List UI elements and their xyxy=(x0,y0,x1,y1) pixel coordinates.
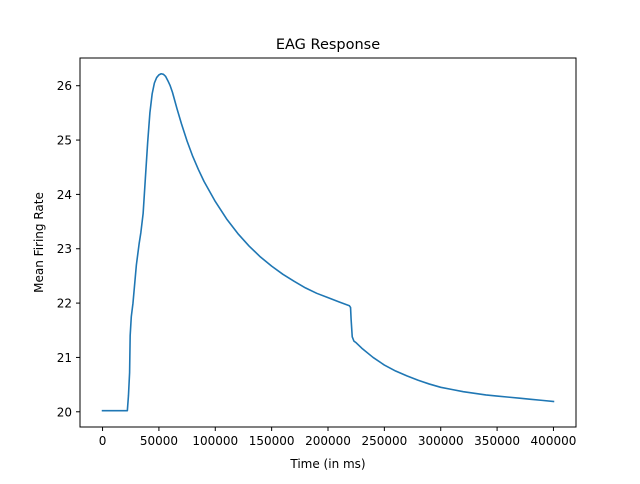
x-axis-label: Time (in ms) xyxy=(289,457,365,471)
y-axis: 20 21 22 23 24 25 26 xyxy=(57,79,80,419)
y-tick-label: 26 xyxy=(57,79,72,93)
y-tick-label: 22 xyxy=(57,297,72,311)
y-tick-label: 21 xyxy=(57,351,72,365)
x-tick-label: 0 xyxy=(99,434,107,448)
chart-title: EAG Response xyxy=(276,37,380,53)
x-tick-label: 300000 xyxy=(418,434,464,448)
x-tick-label: 400000 xyxy=(531,434,577,448)
series-line-0 xyxy=(101,72,555,412)
x-axis: 0 50000 100000 150000 200000 250000 300000 3500… xyxy=(99,427,577,448)
series-layer xyxy=(101,72,555,412)
x-tick-label: 200000 xyxy=(305,434,351,448)
x-tick-label: 250000 xyxy=(361,434,407,448)
x-tick-label: 150000 xyxy=(249,434,295,448)
y-tick-label: 23 xyxy=(57,242,72,256)
y-tick-label: 25 xyxy=(57,134,72,148)
plot-frame xyxy=(79,57,577,428)
x-tick-label: 50000 xyxy=(140,434,178,448)
x-tick-label: 350000 xyxy=(474,434,520,448)
y-tick-label: 20 xyxy=(57,405,72,419)
y-axis-label: Mean Firing Rate xyxy=(32,192,46,293)
y-tick-label: 24 xyxy=(57,188,72,202)
x-tick-label: 100000 xyxy=(192,434,238,448)
